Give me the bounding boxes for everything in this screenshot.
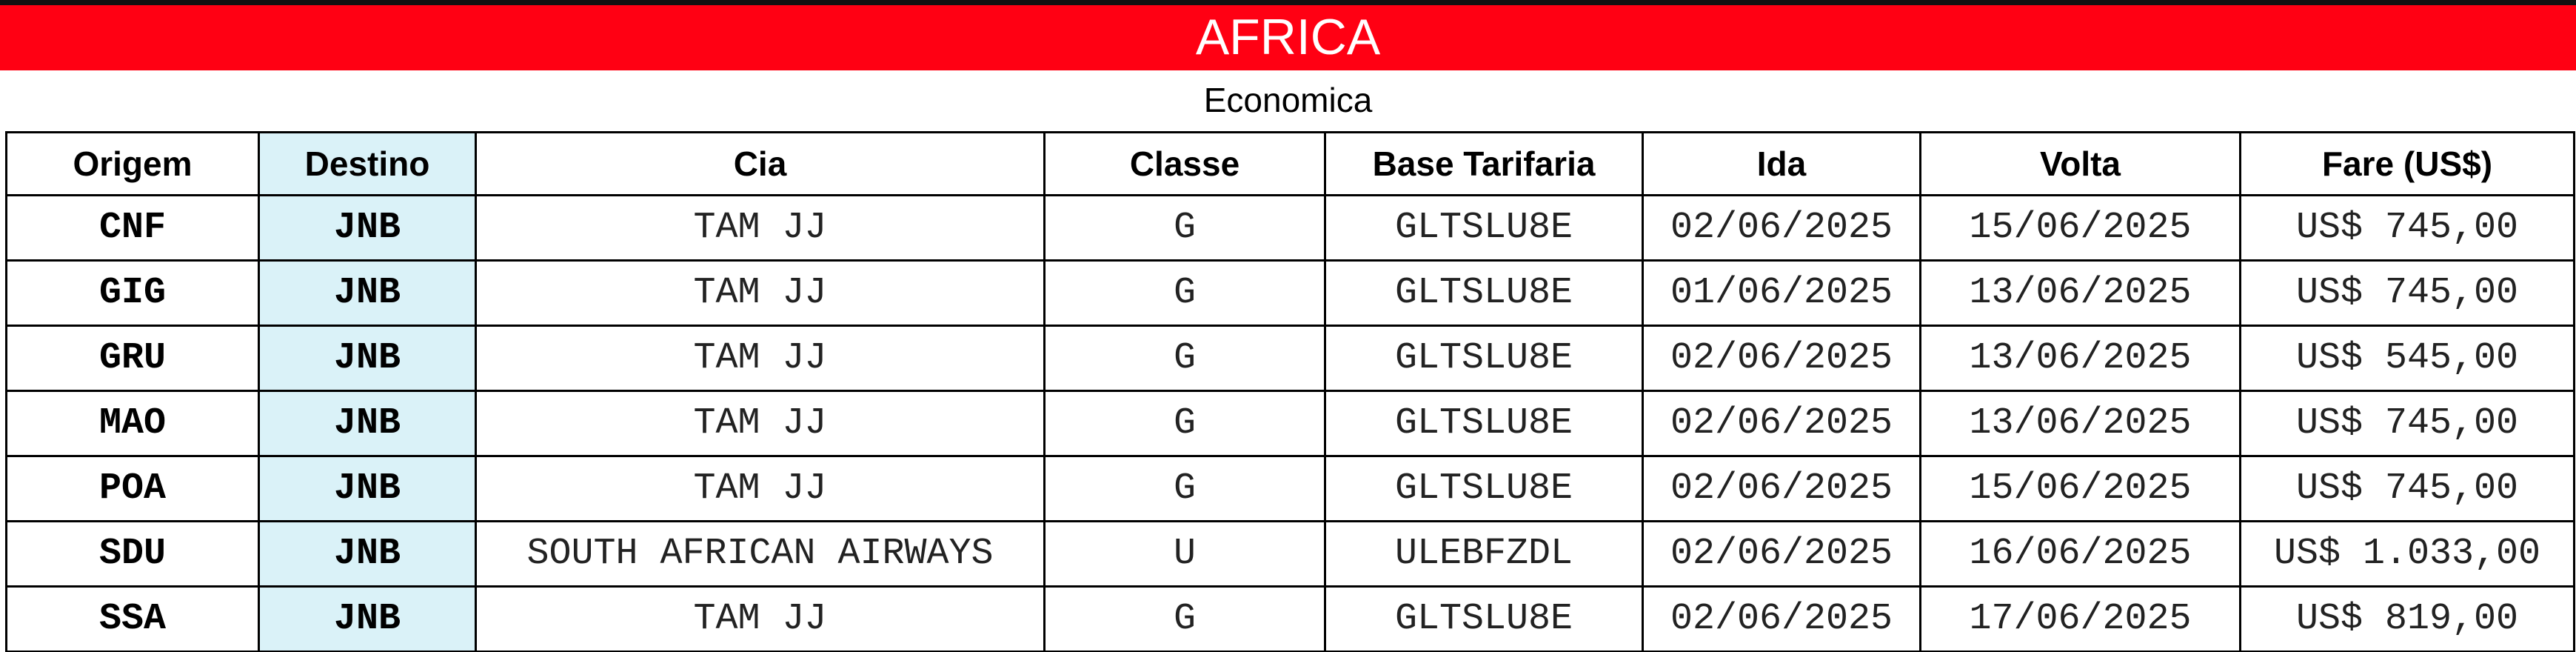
table-cell: TAM JJ (475, 194, 1046, 262)
table-cell: 02/06/2025 (1642, 585, 1921, 652)
table-cell: 01/06/2025 (1642, 259, 1921, 327)
table-cell: JNB (258, 390, 477, 457)
table-cell: TAM JJ (475, 390, 1046, 457)
table-cell: TAM JJ (475, 455, 1046, 522)
table-cell: GLTSLU8E (1324, 585, 1644, 652)
table-cell: US$ 745,00 (2239, 390, 2575, 457)
table-cell: JNB (258, 520, 477, 588)
table-cell: GLTSLU8E (1324, 390, 1644, 457)
table-cell: TAM JJ (475, 259, 1046, 327)
table-cell: 17/06/2025 (1919, 585, 2241, 652)
table-cell: 02/06/2025 (1642, 455, 1921, 522)
table-cell: G (1043, 325, 1326, 392)
column-header: Classe (1043, 131, 1326, 196)
table-cell: JNB (258, 259, 477, 327)
table-cell: 16/06/2025 (1919, 520, 2241, 588)
table-cell: 13/06/2025 (1919, 325, 2241, 392)
table-cell: JNB (258, 455, 477, 522)
column-header: Fare (US$) (2239, 131, 2575, 196)
table-cell: US$ 745,00 (2239, 194, 2575, 262)
table-cell: 13/06/2025 (1919, 390, 2241, 457)
table-cell: TAM JJ (475, 585, 1046, 652)
table-cell: JNB (258, 325, 477, 392)
table-cell: G (1043, 455, 1326, 522)
table-cell: 02/06/2025 (1642, 194, 1921, 262)
subtitle: Economica (1203, 81, 1373, 119)
table-cell: US$ 1.033,00 (2239, 520, 2575, 588)
table-cell: G (1043, 390, 1326, 457)
column-header: Origem (5, 131, 260, 196)
table-cell: 15/06/2025 (1919, 455, 2241, 522)
table-cell: US$ 745,00 (2239, 259, 2575, 327)
table-cell: 02/06/2025 (1642, 520, 1921, 588)
table-cell: MAO (5, 390, 260, 457)
table-cell: U (1043, 520, 1326, 588)
table-cell: 02/06/2025 (1642, 390, 1921, 457)
table-cell: SDU (5, 520, 260, 588)
table-cell: GRU (5, 325, 260, 392)
title: AFRICA (0, 0, 2576, 70)
table-cell: G (1043, 259, 1326, 327)
table-cell: TAM JJ (475, 325, 1046, 392)
table-cell: CNF (5, 194, 260, 262)
table-cell: JNB (258, 194, 477, 262)
column-header: Cia (475, 131, 1046, 196)
column-header: Base Tarifaria (1324, 131, 1644, 196)
table-cell: POA (5, 455, 260, 522)
table-cell: GLTSLU8E (1324, 194, 1644, 262)
table-cell: SOUTH AFRICAN AIRWAYS (475, 520, 1046, 588)
table-cell: G (1043, 585, 1326, 652)
column-header: Volta (1919, 131, 2241, 196)
column-header: Ida (1642, 131, 1921, 196)
table-cell: GLTSLU8E (1324, 325, 1644, 392)
table-cell: 13/06/2025 (1919, 259, 2241, 327)
table-cell: SSA (5, 585, 260, 652)
table-cell: US$ 545,00 (2239, 325, 2575, 392)
table-cell: GLTSLU8E (1324, 455, 1644, 522)
table-cell: JNB (258, 585, 477, 652)
table-cell: ULEBFZDL (1324, 520, 1644, 588)
table-cell: GIG (5, 259, 260, 327)
table-cell: 02/06/2025 (1642, 325, 1921, 392)
table-cell: US$ 745,00 (2239, 455, 2575, 522)
table-cell: US$ 819,00 (2239, 585, 2575, 652)
column-header: Destino (258, 131, 477, 196)
table-cell: G (1043, 194, 1326, 262)
table-cell: GLTSLU8E (1324, 259, 1644, 327)
table-cell: 15/06/2025 (1919, 194, 2241, 262)
